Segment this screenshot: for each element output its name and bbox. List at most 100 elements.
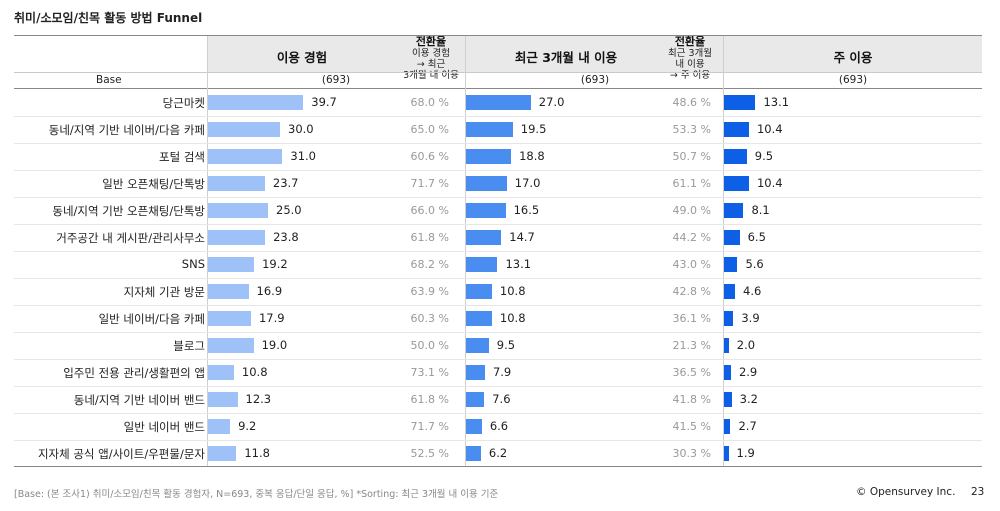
bar-recent-3months — [466, 446, 481, 461]
header-rate1-line2: → 최근 — [416, 59, 446, 70]
conversion-rate-2: 43.0 % — [672, 257, 711, 271]
conversion-rate-1: 61.8 % — [410, 392, 449, 406]
value-label-main-use: 2.0 — [736, 337, 756, 352]
conversion-rate-1: 50.0 % — [410, 338, 449, 352]
value-label-recent-3months: 27.0 — [538, 94, 565, 109]
brand-copyright: © Opensurvey Inc. — [856, 486, 956, 498]
header-rate2-line3: → 주 이용 — [669, 70, 711, 81]
conversion-rate-1: 68.0 % — [410, 95, 449, 109]
value-label-usage-experience: 31.0 — [290, 148, 316, 163]
bar-recent-3months — [466, 311, 492, 326]
value-label-usage-experience: 19.2 — [262, 256, 288, 271]
bar-main-use — [724, 203, 744, 218]
bar-recent-3months — [466, 284, 492, 299]
bar-recent-3months — [466, 122, 513, 137]
conversion-rate-2: 49.0 % — [672, 203, 711, 217]
conversion-rate-2: 61.1 % — [672, 176, 711, 190]
category-label: 입주민 전용 관리/생활편의 앱 — [63, 365, 205, 380]
bar-usage-experience — [208, 365, 234, 380]
conversion-rate-1: 68.2 % — [410, 257, 449, 271]
row-divider — [14, 116, 982, 117]
bar-main-use — [724, 365, 731, 380]
bar-main-use — [724, 176, 749, 191]
base-n-recent: (693) — [580, 74, 610, 86]
row-divider — [14, 197, 982, 198]
category-label: 지자체 기관 방문 — [123, 284, 205, 299]
conversion-rate-1: 71.7 % — [410, 176, 449, 190]
header-band — [207, 36, 982, 72]
bar-recent-3months — [466, 365, 485, 380]
header-rate2-title: 전환율 — [674, 35, 706, 48]
category-label: 당근마켓 — [162, 95, 205, 110]
bar-main-use — [724, 149, 747, 164]
conversion-rate-1: 71.7 % — [410, 419, 449, 433]
value-label-usage-experience: 23.8 — [273, 229, 299, 244]
value-label-recent-3months: 14.7 — [509, 229, 535, 244]
value-label-usage-experience: 10.8 — [241, 364, 268, 379]
row-divider — [14, 305, 982, 306]
bar-recent-3months — [466, 419, 482, 434]
value-label-main-use: 3.2 — [739, 391, 758, 406]
conversion-rate-2: 53.3 % — [672, 122, 711, 136]
bar-main-use — [724, 257, 738, 272]
value-label-recent-3months: 9.5 — [496, 337, 516, 352]
value-label-main-use: 9.5 — [754, 148, 774, 163]
header-separator — [14, 72, 982, 73]
value-label-recent-3months: 6.6 — [489, 418, 509, 433]
bar-recent-3months — [466, 149, 512, 164]
value-label-recent-3months: 17.0 — [514, 175, 541, 190]
footer-note: [Base: (본 조사1) 취미/소모임/친목 활동 경험자, N=693, … — [14, 489, 499, 500]
conversion-rate-1: 52.5 % — [410, 446, 449, 460]
table-bottom-border — [14, 466, 982, 467]
bar-main-use — [724, 419, 731, 434]
row-divider — [14, 143, 982, 144]
bar-recent-3months — [466, 176, 507, 191]
header-rate2-line1: 최근 3개월 — [667, 48, 713, 59]
row-divider — [14, 170, 982, 171]
header-rate2: 전환율 최근 3개월 내 이용 → 주 이용 — [654, 35, 726, 82]
row-divider — [14, 413, 982, 414]
conversion-rate-2: 21.3 % — [672, 338, 711, 352]
page-number: 23 — [971, 486, 985, 498]
bar-usage-experience — [208, 446, 237, 461]
conversion-rate-2: 42.8 % — [672, 284, 711, 298]
row-divider — [14, 440, 982, 441]
value-label-main-use: 10.4 — [756, 175, 783, 190]
category-label: 일반 오픈채팅/단톡방 — [102, 176, 205, 191]
category-label: 동네/지역 기반 네이버/다음 카페 — [48, 122, 205, 137]
conversion-rate-2: 48.6 % — [672, 95, 711, 109]
value-label-recent-3months: 18.8 — [519, 148, 545, 163]
value-label-main-use: 5.6 — [745, 256, 764, 271]
value-label-main-use: 10.4 — [756, 121, 783, 136]
value-label-usage-experience: 17.9 — [258, 310, 285, 325]
bar-main-use — [724, 392, 732, 407]
bar-main-use — [724, 95, 756, 110]
bar-usage-experience — [208, 257, 255, 272]
conversion-rate-1: 60.6 % — [410, 149, 449, 163]
value-label-main-use: 2.9 — [738, 364, 758, 379]
value-label-main-use: 8.1 — [751, 202, 770, 217]
value-label-main-use: 13.1 — [763, 94, 790, 109]
bar-main-use — [724, 446, 729, 461]
bar-main-use — [724, 338, 729, 353]
value-label-recent-3months: 7.9 — [492, 364, 512, 379]
header-rate2-line2: 내 이용 — [675, 59, 705, 70]
category-label: 일반 네이버/다음 카페 — [98, 311, 205, 326]
bar-recent-3months — [466, 257, 498, 272]
value-label-usage-experience: 16.9 — [256, 283, 283, 298]
row-divider — [14, 278, 982, 279]
bar-usage-experience — [208, 284, 249, 299]
conversion-rate-2: 50.7 % — [672, 149, 711, 163]
bar-usage-experience — [208, 338, 254, 353]
header-rate1-line3: 3개월 내 이용 — [403, 70, 459, 81]
base-n-main: (693) — [838, 74, 868, 86]
conversion-rate-1: 65.0 % — [410, 122, 449, 136]
category-label: 지자체 공식 앱/사이트/우편물/문자 — [37, 446, 205, 461]
bar-usage-experience — [208, 122, 280, 137]
conversion-rate-1: 63.9 % — [410, 284, 449, 298]
header-recent-3months: 최근 3개월 내 이용 — [514, 50, 618, 65]
conversion-rate-2: 41.5 % — [672, 419, 711, 433]
value-label-usage-experience: 39.7 — [311, 94, 337, 109]
value-label-recent-3months: 19.5 — [520, 121, 547, 136]
bar-usage-experience — [208, 149, 283, 164]
